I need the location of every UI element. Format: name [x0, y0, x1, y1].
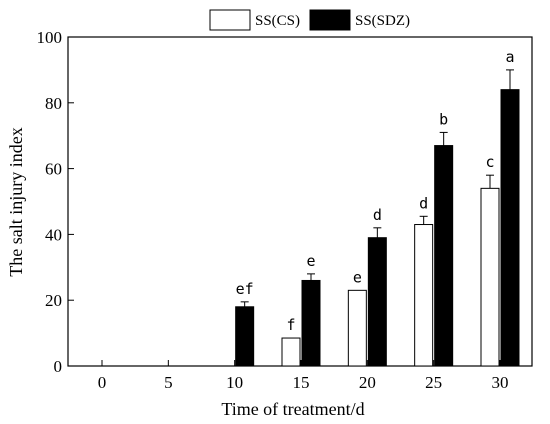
- legend-swatch-sdz: [309, 9, 351, 31]
- bar-sssdz: [301, 279, 321, 367]
- legend-label-sdz: SS(SDZ): [355, 13, 410, 29]
- x-tick-label: 10: [226, 373, 243, 392]
- x-tick-label: 0: [98, 373, 107, 392]
- y-tick-label: 40: [45, 225, 62, 244]
- significance-label-sssdz: ef: [236, 280, 254, 298]
- bar-sscs: [480, 187, 500, 367]
- bar-sscs: [414, 224, 434, 367]
- significance-label-sscs: c: [485, 153, 494, 171]
- x-tick-label: 30: [492, 373, 509, 392]
- legend: SS(CS) SS(SDZ): [209, 9, 410, 31]
- significance-label-sscs: d: [419, 194, 428, 212]
- x-tick-label: 25: [425, 373, 442, 392]
- axes: 0 20 40 60 80 100 0 5 10 15 20 25 30: [37, 28, 533, 392]
- y-tick-label: 100: [37, 28, 63, 47]
- significance-label-sssdz: b: [439, 110, 448, 128]
- bar-sssdz: [434, 145, 454, 367]
- significance-label-sscs: f: [286, 316, 295, 334]
- x-tick-label: 5: [164, 373, 173, 392]
- x-tick-label: 15: [293, 373, 310, 392]
- legend-swatch-cs: [209, 9, 251, 31]
- chart-marks: f e d c ef e d b a: [235, 48, 520, 367]
- legend-label-cs: SS(CS): [255, 13, 300, 29]
- y-axis-title: The salt injury index: [6, 127, 26, 276]
- x-axis-title: Time of treatment/d: [221, 399, 364, 419]
- plot-frame: [67, 36, 533, 367]
- bar-sssdz: [500, 89, 520, 367]
- significance-label-sssdz: d: [373, 206, 382, 224]
- y-tick-label: 0: [54, 357, 63, 376]
- y-tick-label: 20: [45, 291, 62, 310]
- significance-label-sscs: e: [353, 268, 362, 286]
- bar-sscs: [281, 337, 301, 367]
- y-tick-label: 60: [45, 160, 62, 179]
- bar-sscs: [347, 289, 367, 367]
- x-tick-label: 20: [359, 373, 376, 392]
- significance-label-sssdz: a: [505, 48, 514, 66]
- bar-sssdz: [367, 237, 387, 367]
- bar-sssdz: [235, 306, 255, 367]
- y-tick-label: 80: [45, 94, 62, 113]
- significance-label-sssdz: e: [306, 252, 315, 270]
